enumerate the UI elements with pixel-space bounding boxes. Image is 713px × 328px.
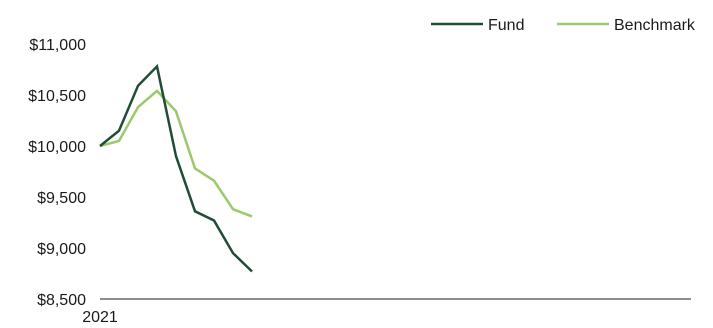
y-tick-label: $8,500 (37, 292, 86, 309)
legend: Fund Benchmark (431, 17, 696, 34)
x-axis-tick-labels: 2021 (82, 309, 118, 326)
series-line-fund (100, 66, 252, 271)
y-tick-label: $10,500 (28, 88, 86, 105)
legend-label-fund: Fund (488, 17, 524, 34)
y-tick-label: $10,000 (28, 139, 86, 156)
y-tick-label: $9,500 (37, 190, 86, 207)
y-axis-tick-labels: $11,000 $10,500 $10,000 $9,500 $9,000 $8,500 (28, 37, 86, 309)
legend-label-benchmark: Benchmark (614, 17, 696, 34)
y-tick-label: $9,000 (37, 241, 86, 258)
x-tick-label: 2021 (82, 309, 118, 326)
series-layer (100, 66, 252, 271)
y-tick-label: $11,000 (29, 37, 86, 54)
